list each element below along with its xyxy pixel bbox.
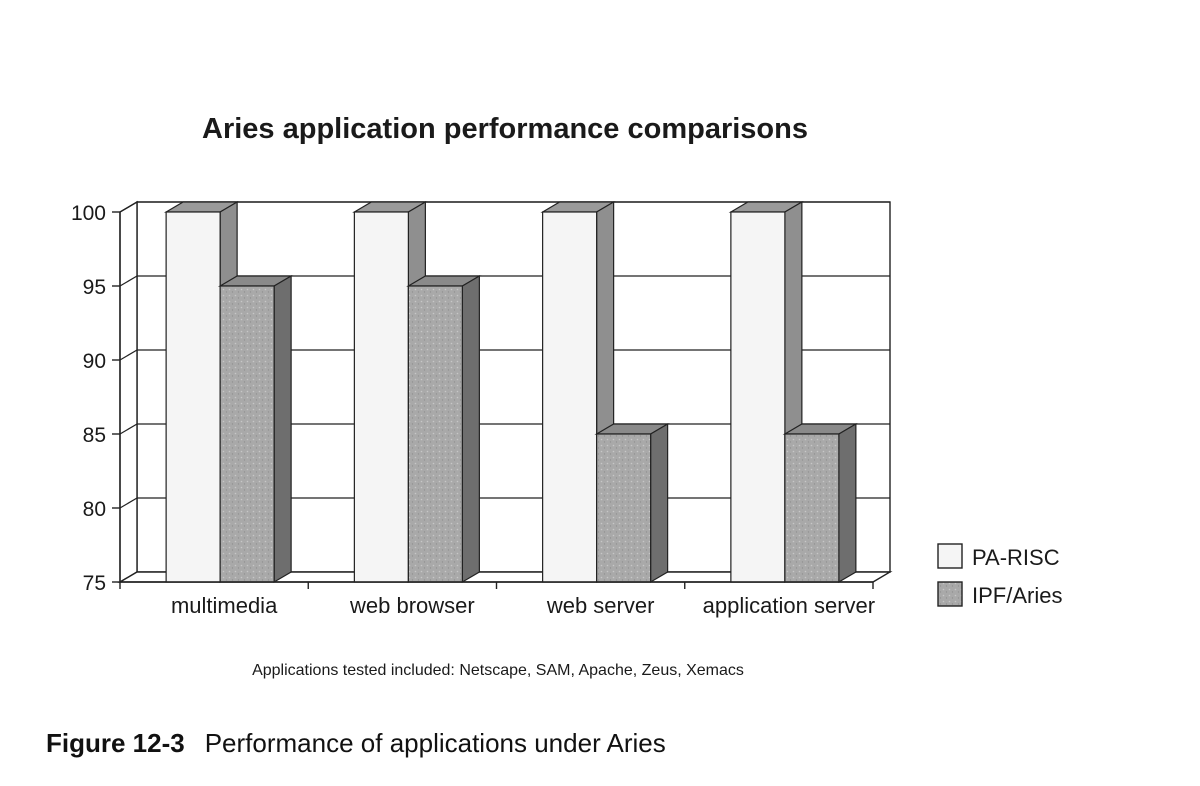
- bar-front: [219, 285, 275, 583]
- y-tick-label: 95: [83, 276, 106, 299]
- legend-swatch: [937, 543, 963, 569]
- figure-caption: Figure 12-3 Performance of applications u…: [46, 728, 666, 759]
- bars: [163, 200, 859, 584]
- x-tick-label: application server: [703, 593, 875, 618]
- bar-front: [784, 433, 840, 583]
- y-tick-label: 75: [83, 572, 106, 595]
- bar-front: [165, 211, 221, 583]
- y-axis: 75 80 85 90 95 100: [71, 202, 121, 595]
- figure-caption-text: Performance of applications under Aries: [204, 728, 666, 758]
- bar-ipf-aries-web-browser: [406, 274, 482, 584]
- bar-front: [542, 211, 598, 583]
- y-tick-label: 80: [83, 498, 106, 521]
- chart-title: Aries application performance comparison…: [202, 113, 808, 145]
- bar-front: [596, 433, 652, 583]
- bar-front: [730, 211, 786, 583]
- bar-side: [838, 422, 857, 584]
- y-tick-label: 85: [83, 424, 106, 447]
- y-tick-label: 90: [83, 350, 106, 373]
- figure-number: Figure 12-3: [46, 728, 185, 758]
- bar-front: [353, 211, 409, 583]
- legend-label: PA-RISC: [972, 545, 1060, 570]
- x-tick-label: web server: [546, 593, 655, 618]
- x-axis: multimedia web browser web server applicati…: [119, 581, 875, 618]
- bar-ipf-aries-application-server: [782, 422, 859, 584]
- x-tick-label: web browser: [349, 593, 475, 618]
- bar-pa-risc-web-server: [540, 200, 616, 584]
- bar-side: [273, 274, 292, 584]
- chart-annotation: Applications tested included: Netscape, …: [252, 662, 744, 679]
- legend-item: IPF/Aries: [937, 581, 1062, 608]
- bar-side: [650, 422, 669, 584]
- legend: PA-RISC IPF/Aries: [937, 543, 1062, 608]
- bar-ipf-aries-multimedia: [217, 274, 294, 584]
- legend-label: IPF/Aries: [972, 583, 1062, 608]
- bar-side: [461, 274, 480, 584]
- bar-ipf-aries-web-server: [594, 422, 670, 584]
- y-tick-label: 100: [71, 202, 106, 225]
- legend-item: PA-RISC: [937, 543, 1060, 570]
- x-tick-label: multimedia: [171, 593, 278, 618]
- bar-front: [407, 285, 463, 583]
- legend-swatch: [937, 581, 963, 607]
